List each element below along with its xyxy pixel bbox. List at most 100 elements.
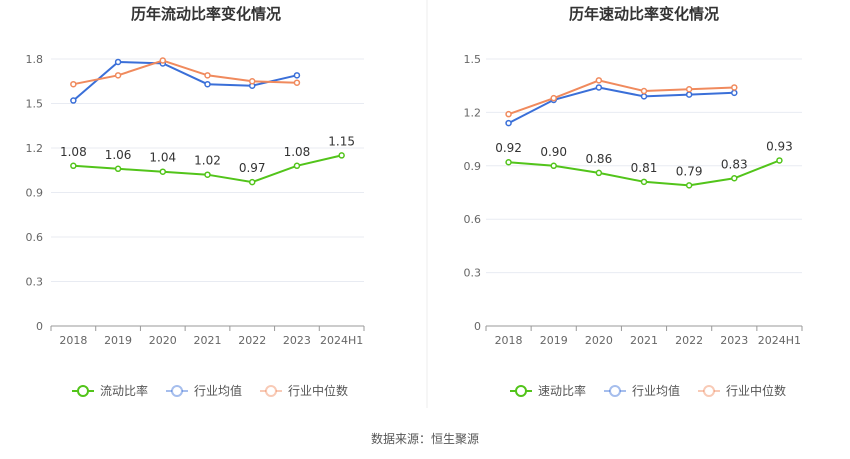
y-tick-label: 0.9 <box>26 187 44 200</box>
x-tick-label: 2019 <box>104 334 132 347</box>
data-point <box>204 72 211 79</box>
x-tick-label: 2022 <box>238 334 266 347</box>
x-tick-label: 2019 <box>540 334 568 347</box>
data-label: 1.06 <box>105 148 132 162</box>
x-tick-label: 2018 <box>495 334 523 347</box>
data-point <box>159 168 167 175</box>
legend-item-3: 行业中位数 <box>698 383 786 398</box>
data-point <box>505 158 512 166</box>
data-point <box>114 58 122 66</box>
data-label: 1.04 <box>149 151 176 165</box>
data-point <box>685 182 693 189</box>
data-point <box>159 57 167 64</box>
x-tick-label: 2023 <box>720 334 748 347</box>
data-point <box>595 169 603 177</box>
legend-marker <box>703 385 715 397</box>
data-point <box>640 93 648 100</box>
data-point <box>293 162 301 170</box>
y-tick-label: 0.3 <box>26 276 44 289</box>
data-label: 1.08 <box>284 145 311 159</box>
x-tick-label: 2020 <box>585 334 613 347</box>
x-tick-label: 2021 <box>194 334 222 347</box>
data-label: 0.97 <box>239 161 266 175</box>
data-point <box>776 157 783 164</box>
data-point <box>550 162 557 170</box>
data-point <box>595 77 603 84</box>
x-tick-label: 2022 <box>675 334 703 347</box>
data-point <box>248 78 256 85</box>
data-point <box>114 72 122 79</box>
chart-title: 历年流动比率变化情况 <box>131 5 281 23</box>
y-tick-label: 1.5 <box>26 98 44 111</box>
data-label: 0.79 <box>676 164 703 178</box>
data-label: 0.86 <box>585 152 612 166</box>
legend-label: 行业中位数 <box>726 383 786 398</box>
data-source-note: 数据来源：恒生聚源 <box>370 432 479 446</box>
y-tick-label: 1.8 <box>26 53 44 66</box>
series-line-3 <box>73 59 297 86</box>
y-tick-label: 0.3 <box>464 267 482 280</box>
x-tick-label: 2024H1 <box>758 334 801 347</box>
x-tick-label: 2020 <box>149 334 177 347</box>
chart-1: 历年流动比率变化情况 0 0.3 0.6 0.9 1.2 1.5 1.8 2018 2019 202… <box>26 5 365 398</box>
y-tick-label: 0 <box>36 320 43 333</box>
data-label: 0.90 <box>540 145 567 159</box>
data-label: 1.02 <box>194 154 221 168</box>
y-tick-label: 1.2 <box>26 142 44 155</box>
data-label: 0.93 <box>766 139 793 153</box>
legend-label: 行业均值 <box>194 383 242 398</box>
data-label: 1.08 <box>60 145 87 159</box>
data-point <box>640 87 648 95</box>
legend-item-1: 流动比率 <box>72 383 148 398</box>
chart-2: 历年速动比率变化情况 0 0.3 0.6 0.9 1.2 1.5 2018 2019 2020 20… <box>464 5 803 398</box>
data-point <box>204 171 211 178</box>
data-point <box>293 72 301 79</box>
legend-marker <box>515 385 527 397</box>
data-point <box>685 86 693 93</box>
data-label: 0.83 <box>721 157 748 171</box>
data-point <box>204 80 211 88</box>
x-tick-label: 2023 <box>283 334 311 347</box>
legend-marker <box>77 385 89 397</box>
legend-item-1: 速动比率 <box>510 383 586 398</box>
legend-label: 行业中位数 <box>288 383 348 398</box>
data-point <box>114 165 122 173</box>
legend-marker <box>265 385 277 397</box>
x-tick-label: 2021 <box>630 334 658 347</box>
data-point <box>731 89 738 97</box>
legend-marker <box>609 385 621 397</box>
data-point <box>293 79 301 86</box>
y-tick-label: 1.5 <box>464 53 482 66</box>
data-point <box>550 94 557 102</box>
data-point <box>70 162 77 170</box>
data-point <box>70 80 77 88</box>
legend-label: 速动比率 <box>538 383 586 398</box>
data-point <box>338 152 345 159</box>
data-point <box>731 175 738 182</box>
data-point <box>248 178 256 186</box>
legend-item-3: 行业中位数 <box>260 383 348 398</box>
data-point <box>595 84 603 91</box>
y-tick-label: 0.6 <box>26 231 44 244</box>
legend-label: 流动比率 <box>100 383 148 398</box>
series-line-3 <box>508 79 735 116</box>
x-tick-label: 2024H1 <box>320 334 363 347</box>
data-point <box>640 178 648 186</box>
legend-item-2: 行业均值 <box>604 383 680 398</box>
series-line-2 <box>508 86 735 124</box>
legend-label: 行业均值 <box>632 383 680 398</box>
data-point <box>685 91 693 98</box>
y-tick-label: 0.9 <box>464 160 482 173</box>
series-line-2 <box>72 60 298 102</box>
data-label: 0.81 <box>631 161 658 175</box>
legend-marker <box>171 385 183 397</box>
x-tick-label: 2018 <box>59 334 87 347</box>
data-label: 1.15 <box>328 134 355 148</box>
y-tick-label: 1.2 <box>464 106 482 119</box>
chart-title: 历年速动比率变化情况 <box>569 5 719 23</box>
data-point <box>70 97 77 104</box>
y-tick-label: 0 <box>474 320 481 333</box>
legend-item-2: 行业均值 <box>166 383 242 398</box>
data-point <box>505 119 512 127</box>
